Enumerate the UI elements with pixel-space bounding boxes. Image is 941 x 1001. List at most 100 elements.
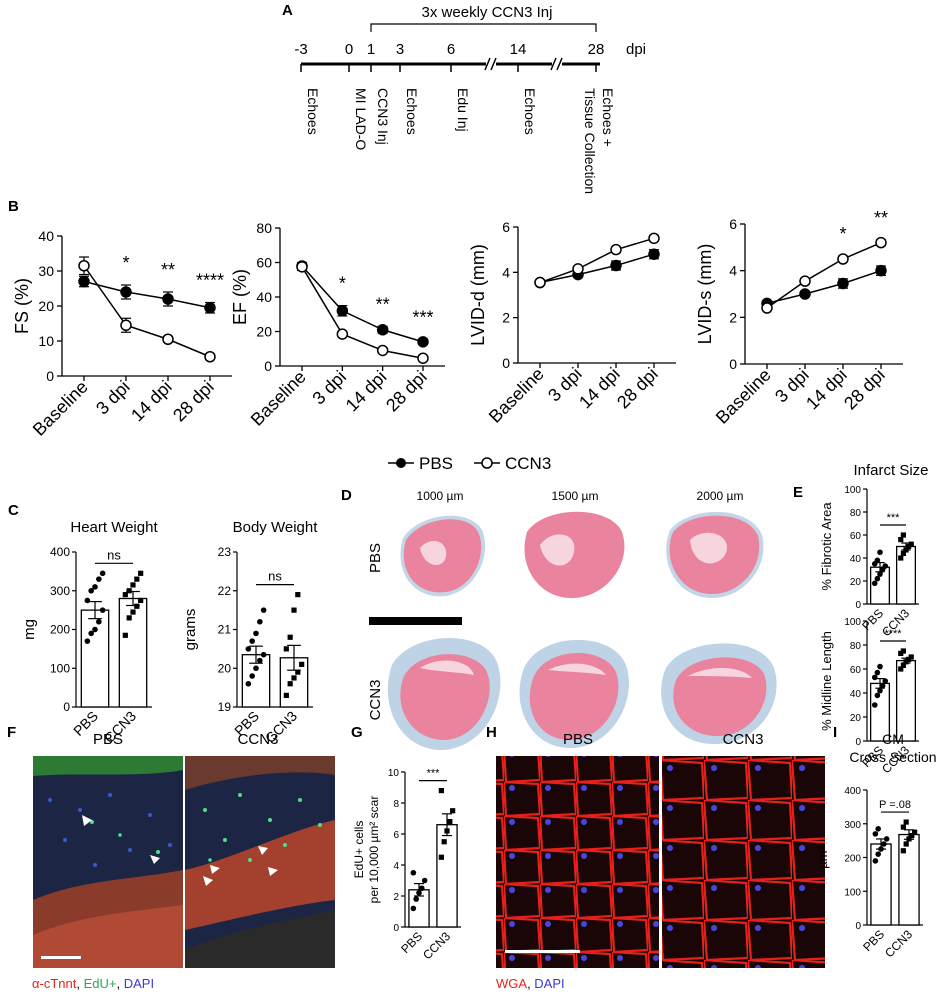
y-tick-label: 400	[50, 545, 70, 559]
svg-text:α-cTnnt, EdU+, DAPI: α-cTnnt, EdU+, DAPI	[32, 976, 154, 991]
point-ccn3	[78, 260, 90, 272]
data-point	[257, 618, 263, 625]
data-point	[138, 597, 144, 604]
data-point	[249, 638, 255, 644]
data-point	[877, 663, 883, 670]
data-point	[88, 630, 94, 637]
data-point	[900, 848, 906, 854]
data-point	[900, 662, 906, 668]
panel-letter-a: A	[282, 2, 293, 19]
y-tick-label: 2	[729, 309, 737, 325]
data-point	[441, 839, 447, 845]
significance-label: ns	[107, 547, 121, 562]
he-section-ccn3-1500	[519, 639, 629, 748]
data-point	[92, 626, 98, 633]
point-pbs	[648, 248, 660, 260]
data-point	[881, 841, 887, 847]
y-tick-label: 200	[50, 623, 70, 637]
point-ccn3	[534, 276, 546, 289]
y-tick-label: 0	[855, 737, 861, 748]
y-tick-label: 80	[850, 641, 862, 652]
y-axis-label: EF (%)	[230, 269, 250, 325]
data-point	[878, 846, 884, 852]
data-point	[898, 666, 904, 672]
injection-bracket	[370, 23, 597, 32]
data-point	[122, 592, 128, 598]
y-tick-label: 2	[502, 310, 510, 326]
data-point	[96, 618, 102, 625]
he-section-pbs-2000	[666, 511, 764, 598]
data-point	[416, 890, 422, 896]
timeline-tick-label-0: -3	[294, 41, 307, 58]
he-section-ccn3-1000	[387, 638, 501, 751]
point-ccn3	[648, 232, 660, 245]
x-tick-label: Baseline	[29, 377, 92, 440]
y-tick-label: 2	[393, 892, 399, 903]
y-tick-label: 40	[850, 689, 862, 700]
timeline-events: Echoes MI LAD-O CCN3 Inj Echoes Edu Inj Echoe…	[305, 88, 616, 194]
data-point	[130, 609, 136, 615]
i-title-line1: CM	[882, 731, 904, 747]
data-point	[413, 896, 419, 902]
data-point	[908, 541, 914, 547]
data-point	[903, 841, 909, 847]
y-axis-label: µm²	[815, 846, 830, 869]
data-point	[900, 648, 906, 654]
significance-label: ****	[884, 628, 902, 640]
h-label-pbs: PBS	[563, 731, 593, 748]
stain-edu: EdU+	[84, 976, 117, 991]
data-point	[872, 831, 879, 837]
scale-bar	[369, 617, 462, 625]
axis-break-marks	[484, 57, 563, 71]
x-tick-label: 14 dpi	[575, 364, 624, 413]
data-point	[99, 607, 106, 613]
significance-marker: ***	[412, 307, 433, 327]
timeline-tick-label-3: 3	[396, 41, 404, 58]
x-tick-label: 28 dpi	[382, 367, 431, 416]
series-line-pbs	[766, 269, 882, 305]
legend-label-ccn3: CCN3	[505, 454, 551, 473]
y-axis-label: grams	[182, 609, 199, 651]
data-point	[410, 905, 417, 912]
data-point	[883, 836, 890, 842]
series-line-ccn3	[539, 237, 655, 284]
y-tick-label: 300	[50, 584, 70, 598]
panel-letter-h: H	[486, 724, 497, 741]
data-point	[287, 634, 293, 640]
panel-letter-f: F	[7, 724, 16, 741]
y-tick-label: 20	[38, 298, 54, 314]
y-tick-label: 22	[218, 584, 232, 598]
row-label-ccn3: CCN3	[367, 680, 384, 721]
data-point	[84, 597, 91, 604]
point-ccn3	[837, 253, 849, 265]
data-point	[287, 681, 293, 687]
x-tick-label: 28 dpi	[613, 364, 662, 413]
data-point	[134, 603, 140, 609]
y-tick-label: 60	[256, 255, 272, 271]
x-tick-label: Baseline	[485, 364, 548, 427]
data-point	[903, 659, 909, 665]
data-point	[871, 580, 878, 587]
y-axis-label: LVID-s (mm)	[695, 244, 715, 345]
y-axis-label: % Fibrotic Area	[819, 502, 834, 591]
chart-title: Heart Weight	[70, 519, 158, 536]
y-tick-label: 4	[502, 264, 510, 280]
data-point	[299, 661, 305, 667]
point-ccn3	[761, 302, 773, 314]
y-tick-label: 0	[729, 356, 737, 372]
data-point	[871, 674, 878, 681]
row-label-pbs: PBS	[367, 543, 384, 573]
data-point	[906, 656, 912, 662]
f-image-ccn3	[185, 756, 335, 968]
y-tick-label: 60	[850, 665, 862, 676]
panel-letter-c: C	[8, 502, 19, 519]
data-point	[875, 826, 881, 832]
y-tick-label: 19	[218, 700, 232, 714]
x-tick-label: Baseline	[247, 367, 310, 430]
h-image-pbs	[496, 756, 659, 968]
data-point	[898, 537, 904, 543]
data-point	[245, 646, 252, 652]
